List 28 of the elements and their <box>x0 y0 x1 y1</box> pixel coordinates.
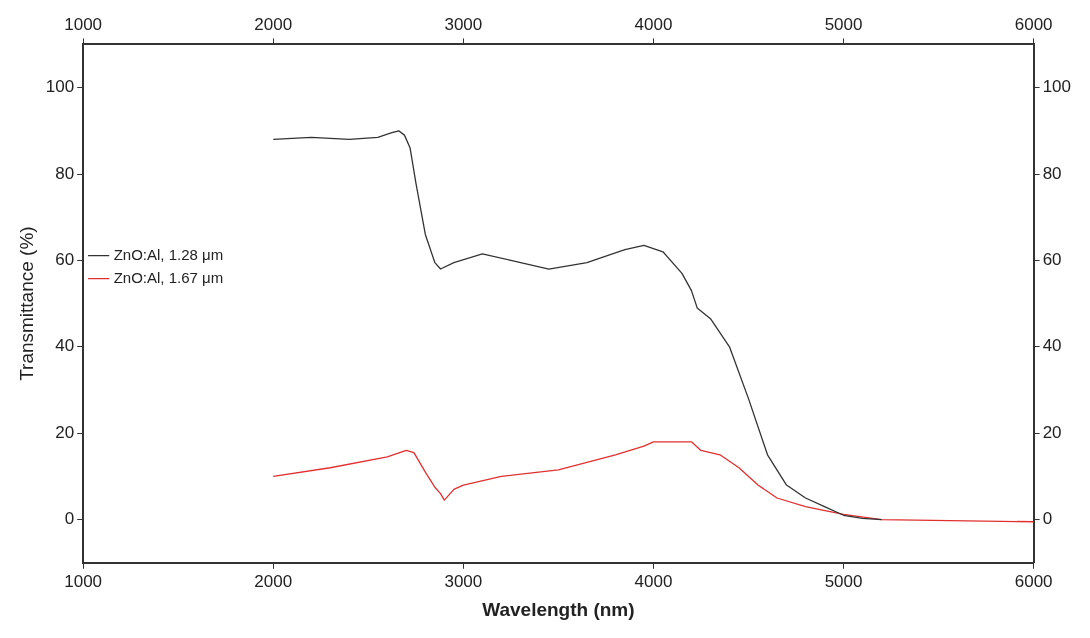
x2-tick-label: 6000 <box>1014 14 1053 34</box>
x-tick-label: 3000 <box>444 571 483 591</box>
y-tick-label: 0 <box>64 509 75 529</box>
y-tick-label: 60 <box>55 250 75 270</box>
x2-tick-label: 2000 <box>254 14 293 34</box>
x-tick-label: 2000 <box>254 571 293 591</box>
x-tick-label: 1000 <box>64 571 103 591</box>
y2-tick-label: 80 <box>1042 163 1062 183</box>
x-tick-label: 5000 <box>824 571 863 591</box>
y2-tick-label: 100 <box>1042 77 1072 97</box>
y2-tick-label: 60 <box>1042 250 1062 270</box>
y-axis-title: Transmittance (%) <box>15 226 37 381</box>
y2-tick-label: 0 <box>1042 509 1053 529</box>
x-axis-title: Wavelength (nm) <box>482 598 635 620</box>
y-tick-label: 80 <box>55 163 75 183</box>
x-tick-label: 6000 <box>1014 571 1053 591</box>
x2-tick-label: 3000 <box>444 14 483 34</box>
x2-tick-label: 1000 <box>64 14 103 34</box>
y2-tick-label: 40 <box>1042 336 1062 356</box>
legend-label: ZnO:Al, 1.28 μm <box>113 245 224 263</box>
x2-tick-label: 5000 <box>824 14 863 34</box>
y-tick-label: 20 <box>55 422 75 442</box>
legend-label: ZnO:Al, 1.67 μm <box>113 268 224 286</box>
y-tick-label: 40 <box>55 336 75 356</box>
x-tick-label: 4000 <box>634 571 673 591</box>
y2-tick-label: 20 <box>1042 422 1062 442</box>
x2-tick-label: 4000 <box>634 14 673 34</box>
y-tick-label: 100 <box>45 77 75 97</box>
